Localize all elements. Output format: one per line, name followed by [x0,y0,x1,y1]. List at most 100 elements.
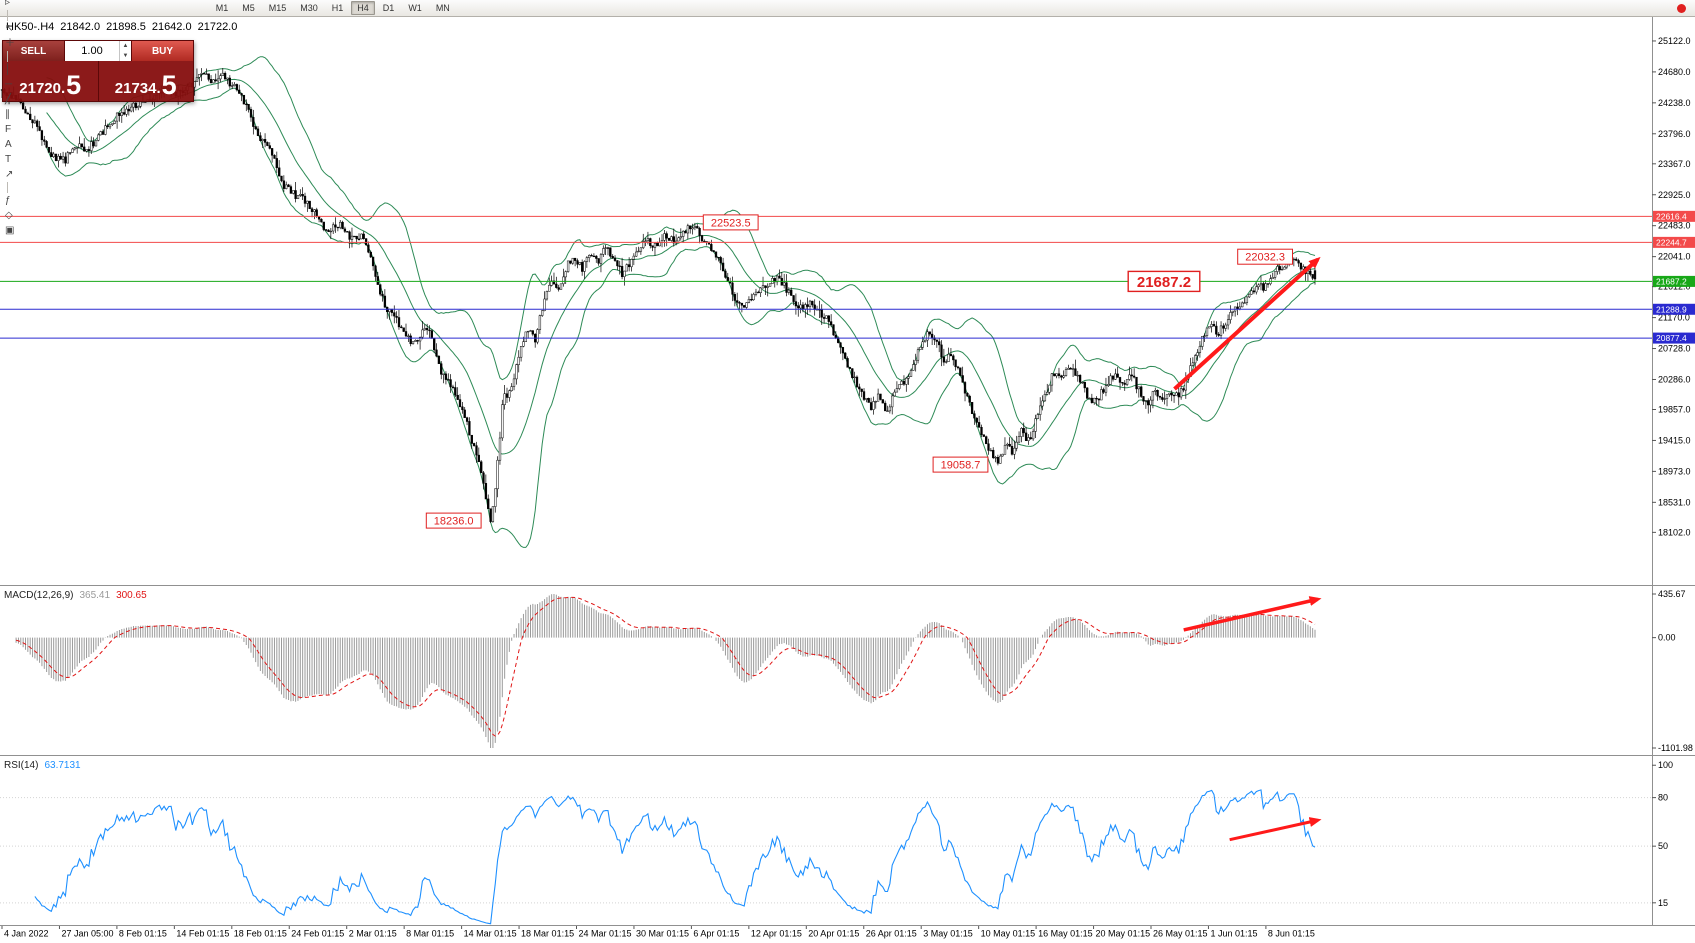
time-label: 20 Apr 01:15 [808,929,859,939]
volume-up-icon[interactable]: ▲ [122,43,129,49]
templates-icon: ▣ [5,225,15,236]
time-label: 14 Mar 01:15 [464,929,517,939]
sell-price-dec: 5 [66,70,82,100]
cursor-button[interactable]: ↖ [3,21,58,36]
price-annotation-label: 22523.5 [711,217,751,229]
timeframe-w1-button[interactable]: W1 [408,3,422,13]
price-annotation-label: 22032.3 [1245,252,1285,264]
price-tick-label: 21170.0 [1658,313,1690,323]
arrows-icon: ↗ [5,169,14,180]
price-tag [1653,275,1695,287]
trendline-button[interactable]: ╱ [3,92,58,107]
price-tag [1653,236,1695,248]
macd-label: MACD(12,26,9) 365.41 300.65 [4,590,147,601]
time-label: 4 Jan 2022 [4,929,49,939]
rsi-axis-label: 50 [1658,841,1668,851]
time-label: 26 May 01:15 [1153,929,1208,939]
timeframe-d1-button[interactable]: D1 [382,3,395,13]
price-tick-label: 24680.0 [1658,67,1691,77]
main-toolbar: ▥＋新订单▤▧▦▶自动交易∥▮~⊕⊖▦▸▹↖＋│─╱∥FAT↗ƒ◇▣ M1M5M… [0,0,1695,236]
periods-button[interactable]: ◇ [3,208,58,223]
price-trend-arrow[interactable] [1173,256,1321,391]
bb-lower [46,87,1316,548]
crosshair-button[interactable]: ＋ [3,36,58,51]
periods-icon: ◇ [5,210,13,221]
macd-axis-label: 0.00 [1658,633,1676,643]
ohlc-open: 21842.0 [60,21,101,33]
time-label: 2 Mar 01:15 [349,929,397,939]
channel-button[interactable]: ∥ [3,107,58,122]
timeframe-m15-button[interactable]: M15 [268,3,287,13]
volume-input[interactable]: 1.00 ▲ ▼ [65,41,131,61]
price-tag [1653,210,1695,222]
price-annotation-box[interactable] [425,512,482,529]
vertical-line-button[interactable]: │ [3,62,58,77]
sell-button[interactable]: SELL [3,41,65,61]
buy-button[interactable]: BUY [131,41,193,61]
time-axis[interactable]: 4 Jan 2022 27 Jan 05:00 8 Feb 01:15 14 Feb … [0,925,1695,939]
horizontal-lines[interactable]: 22616.4 22244.7 21687.2 21288.9 20877.4 [0,210,1695,344]
macd-axis-label: 435.67 [1658,589,1686,599]
price-tick-label: 18102.0 [1658,527,1691,537]
text-icon: A [5,139,12,150]
macd-trend-arrow[interactable] [1183,596,1322,632]
price-tick-label: 19415.0 [1658,435,1691,445]
volume-value[interactable]: 1.00 [81,45,103,57]
arrows-button[interactable]: ↗ [3,167,58,182]
sell-price-dot: . [61,80,66,97]
buy-price-dot: . [156,80,161,97]
time-label: 1 Jun 01:15 [1210,929,1257,939]
timeframe-h4-button[interactable]: H4 [351,1,375,15]
indicators-button[interactable]: ƒ [3,193,58,208]
price-annotation-box[interactable] [932,456,989,473]
rsi-label: RSI(14) 63.7131 [4,760,81,771]
chart-shift-button[interactable]: ▹ [3,0,58,10]
timeframe-m1-button[interactable]: M1 [215,3,229,13]
volume-stepper[interactable]: ▲ ▼ [119,41,131,61]
ohlc-low: 21642.0 [151,21,192,33]
fibonacci-button[interactable]: F [3,122,58,137]
horizontal-line-button[interactable]: ─ [3,77,58,92]
price-annotation-label: 19058.7 [941,460,981,472]
horizontal-line-icon: ─ [5,79,13,90]
rsi-trend-arrow[interactable] [1229,817,1322,842]
price-tag-label: 22616.4 [1656,211,1687,221]
rsi-axis-label: 80 [1658,793,1668,803]
time-label: 3 May 01:15 [923,929,973,939]
buy-price[interactable]: 21734. 5 [99,61,194,101]
volume-down-icon[interactable]: ▼ [122,53,129,59]
text-label-button[interactable]: T [3,152,58,167]
timeframe-m30-button[interactable]: M30 [300,3,318,13]
price-annotation-label: 18236.0 [434,516,474,528]
rsi-panel[interactable]: 100 80 50 15 RSI(14) 63.7131 [0,755,1695,925]
buy-price-dec: 5 [161,70,177,100]
price-tag-label: 21687.2 [1656,276,1687,286]
timeframe-h1-button[interactable]: H1 [331,3,344,13]
price-tag-label: 21288.9 [1656,304,1687,314]
price-annotation-box[interactable] [702,214,759,231]
price-annotation-box[interactable] [1237,248,1293,265]
chart-shift-icon: ▹ [5,0,11,8]
templates-button[interactable]: ▣ [3,223,58,238]
ohlc-high: 21898.5 [106,21,146,33]
sell-price[interactable]: 21720. 5 [3,61,98,101]
candlestick-series[interactable] [0,68,1317,523]
timeframe-button-group: M1 M5 M15 M30 H1 H4 D1 W1 MN [209,1,457,15]
rsi-line [34,789,1316,925]
price-axis[interactable]: 25122.0 24680.0 24238.0 23796.0 23367.0 22925… [1652,17,1691,925]
time-label: 16 May 01:15 [1038,929,1093,939]
timeframe-mn-button[interactable]: MN [435,3,450,13]
rsi-axis-label: 15 [1658,898,1668,908]
text-button[interactable]: A [3,137,58,152]
price-tick-label: 23367.0 [1658,159,1691,169]
timeframe-m5-button[interactable]: M5 [242,3,255,13]
price-annotation-box[interactable] [1127,270,1201,293]
time-label: 18 Mar 01:15 [521,929,574,939]
sell-price-main: 21720 [19,80,61,97]
macd-panel[interactable]: MACD(12,26,9) 365.41 300.65 435.67 0.00 -1101… [0,585,1695,754]
toolbar-separator [7,51,8,62]
chart-annotations[interactable]: 22523.5 21687.2 22032.3 19058.7 18236.0 [425,214,1321,529]
toolbar-separator [7,182,8,193]
